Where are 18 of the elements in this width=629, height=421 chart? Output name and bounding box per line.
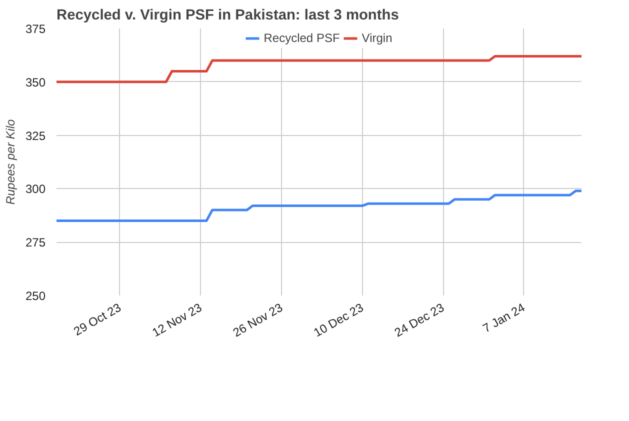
line-series xyxy=(56,190,582,222)
y-tick-label: 300 xyxy=(25,182,46,196)
y-tick-label: 275 xyxy=(25,236,46,250)
x-tick-label: 7 Jan 24 xyxy=(480,300,528,336)
x-tick-label: 10 Dec 23 xyxy=(311,300,366,340)
chart-title: Recycled v. Virgin PSF in Pakistan: last 3 months xyxy=(56,8,399,24)
legend-label: Virgin xyxy=(362,31,392,45)
x-tick-label: 24 Dec 23 xyxy=(392,300,447,340)
y-tick-label: 250 xyxy=(25,289,46,303)
legend-label: Recycled PSF xyxy=(264,31,340,45)
y-tick-label: 350 xyxy=(25,75,46,90)
x-tick-label: 12 Nov 23 xyxy=(150,300,204,340)
y-axis-title: Rupees per Kilo xyxy=(3,118,18,205)
y-tick-label: 325 xyxy=(25,128,46,143)
x-tick-label: 29 Oct 23 xyxy=(71,300,124,338)
x-tick-label: 26 Nov 23 xyxy=(230,300,286,340)
y-tick-label: 375 xyxy=(25,22,46,36)
line-series xyxy=(56,55,582,84)
